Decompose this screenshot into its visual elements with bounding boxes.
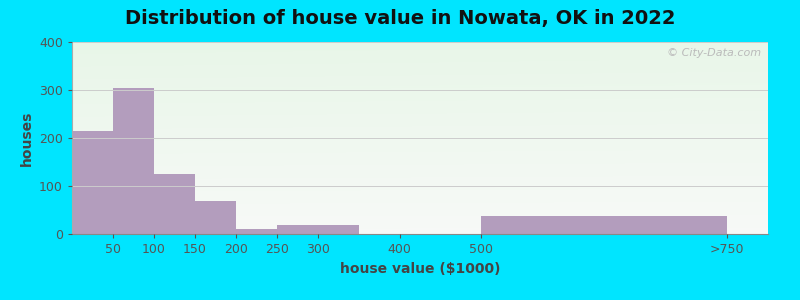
- Text: © City-Data.com: © City-Data.com: [667, 48, 761, 58]
- Bar: [482, 216, 727, 234]
- Text: Distribution of house value in Nowata, OK in 2022: Distribution of house value in Nowata, O…: [125, 9, 675, 28]
- Bar: [195, 201, 236, 234]
- Y-axis label: houses: houses: [19, 110, 34, 166]
- X-axis label: house value ($1000): house value ($1000): [340, 262, 500, 276]
- Bar: [72, 131, 113, 234]
- Bar: [277, 225, 358, 234]
- Bar: [236, 229, 277, 234]
- Bar: [113, 88, 154, 234]
- Bar: [154, 174, 195, 234]
